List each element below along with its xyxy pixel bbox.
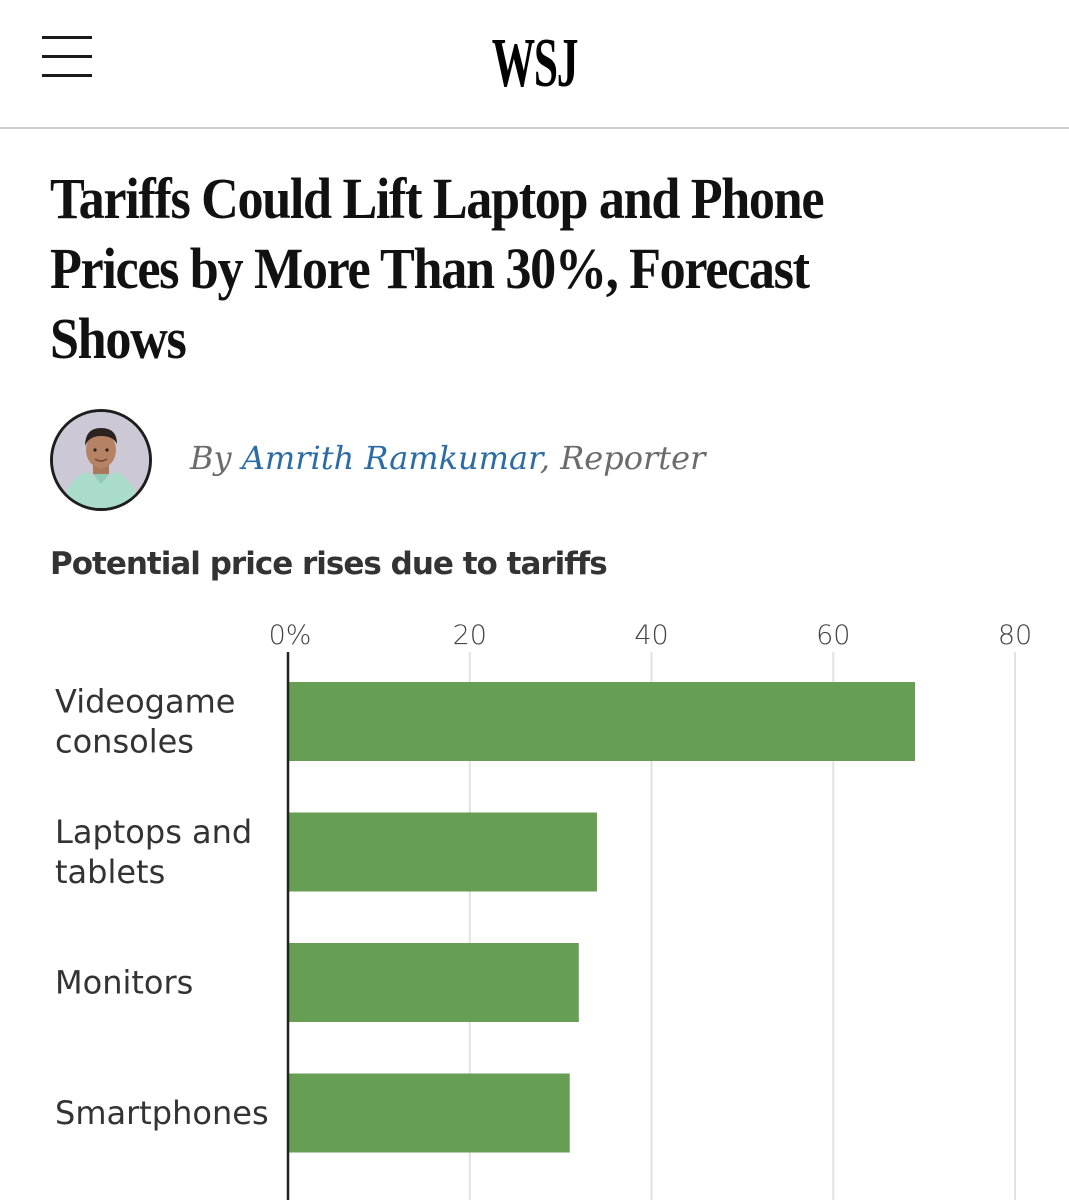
x-tick-label: 0%: [269, 620, 312, 651]
author-link[interactable]: Amrith Ramkumar: [241, 439, 540, 477]
menu-line: [42, 36, 92, 39]
bar-monitors: [288, 943, 579, 1022]
category-label: Laptops and: [55, 813, 252, 851]
category-label: Smartphones: [55, 1094, 269, 1132]
byline-prefix: By: [190, 439, 242, 477]
site-header: WSJ: [0, 0, 1069, 129]
menu-line: [42, 74, 92, 77]
bar-videogame-consoles: [288, 682, 916, 761]
byline-role: , Reporter: [539, 439, 706, 477]
menu-line: [42, 55, 92, 58]
x-tick-label: 40: [634, 620, 668, 651]
hamburger-menu-icon[interactable]: [40, 28, 96, 84]
category-label: consoles: [55, 723, 194, 761]
x-tick-label: 80: [998, 620, 1032, 651]
x-tick-label: 20: [453, 620, 487, 651]
author-avatar[interactable]: [50, 409, 152, 511]
bar-smartphones: [288, 1073, 570, 1153]
category-label: Monitors: [55, 964, 193, 1002]
x-tick-label: 60: [816, 620, 850, 651]
category-label: Videogame: [55, 683, 235, 721]
wsj-logo[interactable]: WSJ: [491, 25, 579, 102]
bar-laptops-and-tablets: [288, 812, 597, 892]
byline: By Amrith Ramkumar, Reporter: [190, 436, 705, 480]
author-photo-icon: [53, 412, 149, 508]
chart-title: Potential price rises due to tariffs: [50, 546, 608, 582]
article-headline: Tariffs Could Lift Laptop and Phone Pric…: [50, 166, 825, 371]
category-label: tablets: [55, 853, 165, 891]
